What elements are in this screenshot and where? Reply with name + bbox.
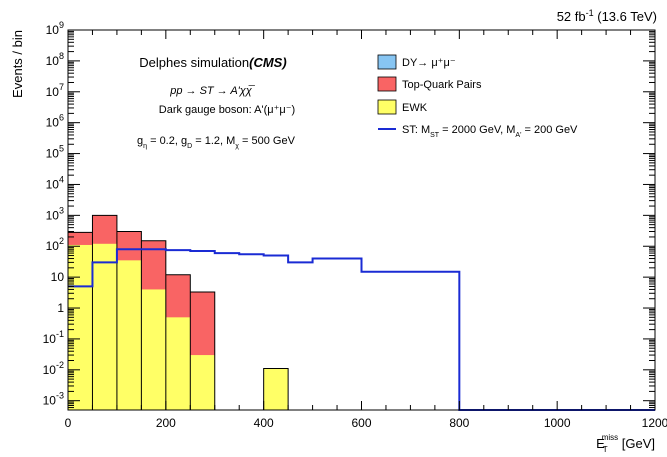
boson-label: Dark gauge boson: A'(μ⁺μ⁻) <box>159 104 295 116</box>
legend-label-signal: ST: MST = 2000 GeV, MA' = 200 GeV <box>402 124 578 139</box>
stack-outline <box>67 214 289 410</box>
legend-swatch-dy <box>377 54 397 70</box>
x-tick-label: 400 <box>254 416 274 430</box>
y-tick-label: 108 <box>46 51 64 68</box>
y-tick-label: 1 <box>57 301 64 315</box>
bar-ewk <box>68 244 93 410</box>
lumi-label: 52 fb-1 (13.6 TeV) <box>557 8 657 24</box>
signal-line <box>68 248 655 411</box>
x-tick-label: 1200 <box>642 416 667 430</box>
legend-label-dy: DY→ μ⁺μ⁻ <box>402 57 456 69</box>
y-axis-label: Events / bin <box>10 30 25 98</box>
y-tick-label: 106 <box>46 113 64 130</box>
legend: DY→ μ⁺μ⁻ Top-Quark Pairs EWK ST: MST = 2… <box>377 54 578 139</box>
y-ticks: 10-3 10-2 10-1 1 10 102 103 104 105 106 107 108 109 <box>43 20 655 411</box>
y-tick-label: 10-2 <box>43 360 64 377</box>
x-tick-label: 1000 <box>544 416 571 430</box>
params-label: gη = 0.2, gD = 1.2, Mχ = 500 GeV <box>137 135 296 150</box>
y-tick-label: 107 <box>46 82 64 99</box>
x-tick-label: 200 <box>156 416 176 430</box>
bar-ewk <box>92 243 117 410</box>
chart-title: Delphes simulation(CMS) <box>139 55 286 70</box>
legend-swatch-ewk <box>377 99 397 115</box>
process-label: pp → ST → A'χχ̅ <box>169 85 256 97</box>
stack-layer <box>67 214 289 410</box>
y-tick-label: 109 <box>46 20 64 37</box>
y-tick-label: 10-3 <box>43 391 64 408</box>
bar-ewk <box>141 289 166 410</box>
y-tick-label: 103 <box>46 205 64 222</box>
x-axis-label: ETmiss [GeV] <box>596 433 655 454</box>
legend-label-ttbar: Top-Quark Pairs <box>402 79 482 91</box>
x-axis-label-sub: T <box>603 445 608 454</box>
signal-layer <box>68 248 655 411</box>
bar-ewk <box>190 355 215 410</box>
y-tick-label: 10 <box>51 270 65 284</box>
bar-ewk <box>263 368 289 410</box>
y-tick-label: 105 <box>46 144 64 161</box>
x-tick-label: 0 <box>65 416 72 430</box>
x-tick-label: 600 <box>351 416 371 430</box>
legend-label-ewk: EWK <box>402 102 428 114</box>
bar-ewk <box>116 260 142 410</box>
x-tick-label: 800 <box>449 416 469 430</box>
legend-swatch-ttbar <box>377 76 397 92</box>
y-tick-label: 102 <box>46 236 64 253</box>
y-tick-label: 104 <box>46 174 64 191</box>
y-tick-label: 10-1 <box>43 329 64 346</box>
bar-ewk <box>165 317 191 410</box>
